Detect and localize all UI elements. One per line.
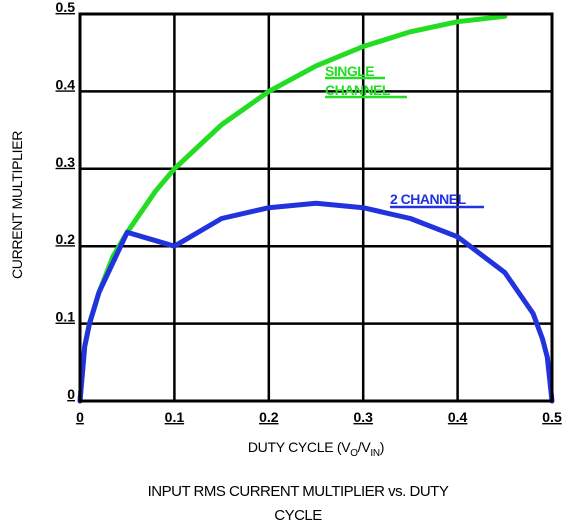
plot-frame <box>78 12 554 403</box>
x-tick-label-3: 0.3 <box>353 409 373 425</box>
x-tick-label-4: 0.4 <box>448 409 468 425</box>
y-tick-label-3: 0.3 <box>56 154 76 170</box>
series-line-0 <box>77 13 508 404</box>
x-tick-label-5: 0.5 <box>542 409 562 425</box>
series-line-1 <box>77 200 555 404</box>
y-tick-label-1: 0.1 <box>56 309 76 325</box>
chart-title-line-2: CYCLE <box>274 507 322 524</box>
y-tick-label-4: 0.4 <box>56 76 76 92</box>
x-tick-label-0: 0 <box>76 409 84 425</box>
x-tick-label-1: 0.1 <box>165 409 185 425</box>
series-lines <box>77 13 555 404</box>
y-axis-label: CURRENT MULTIPLIER <box>9 131 25 279</box>
y-tick-label-5: 0.5 <box>56 0 76 15</box>
series-label-1-line-1: 2 CHANNEL <box>390 191 467 207</box>
series-label-0-line-2: CHANNEL <box>325 82 391 98</box>
y-tick-label-0: 0 <box>67 386 75 402</box>
series-label-0-line-1: SINGLE <box>325 63 374 79</box>
series-labels: SINGLE CHANNEL 2 CHANNEL <box>325 63 484 209</box>
y-tick-label-2: 0.2 <box>56 231 76 247</box>
x-axis-label: DUTY CYCLE (VO/VIN) <box>248 439 384 459</box>
chart-title-line-1: INPUT RMS CURRENT MULTIPLIER vs. DUTY <box>148 483 449 500</box>
x-tick-label-2: 0.2 <box>259 409 279 425</box>
tick-labels: 0 0.1 0.2 0.3 0.4 0.5 0 0.1 0.2 0.3 0.4 0.5 <box>56 0 562 425</box>
